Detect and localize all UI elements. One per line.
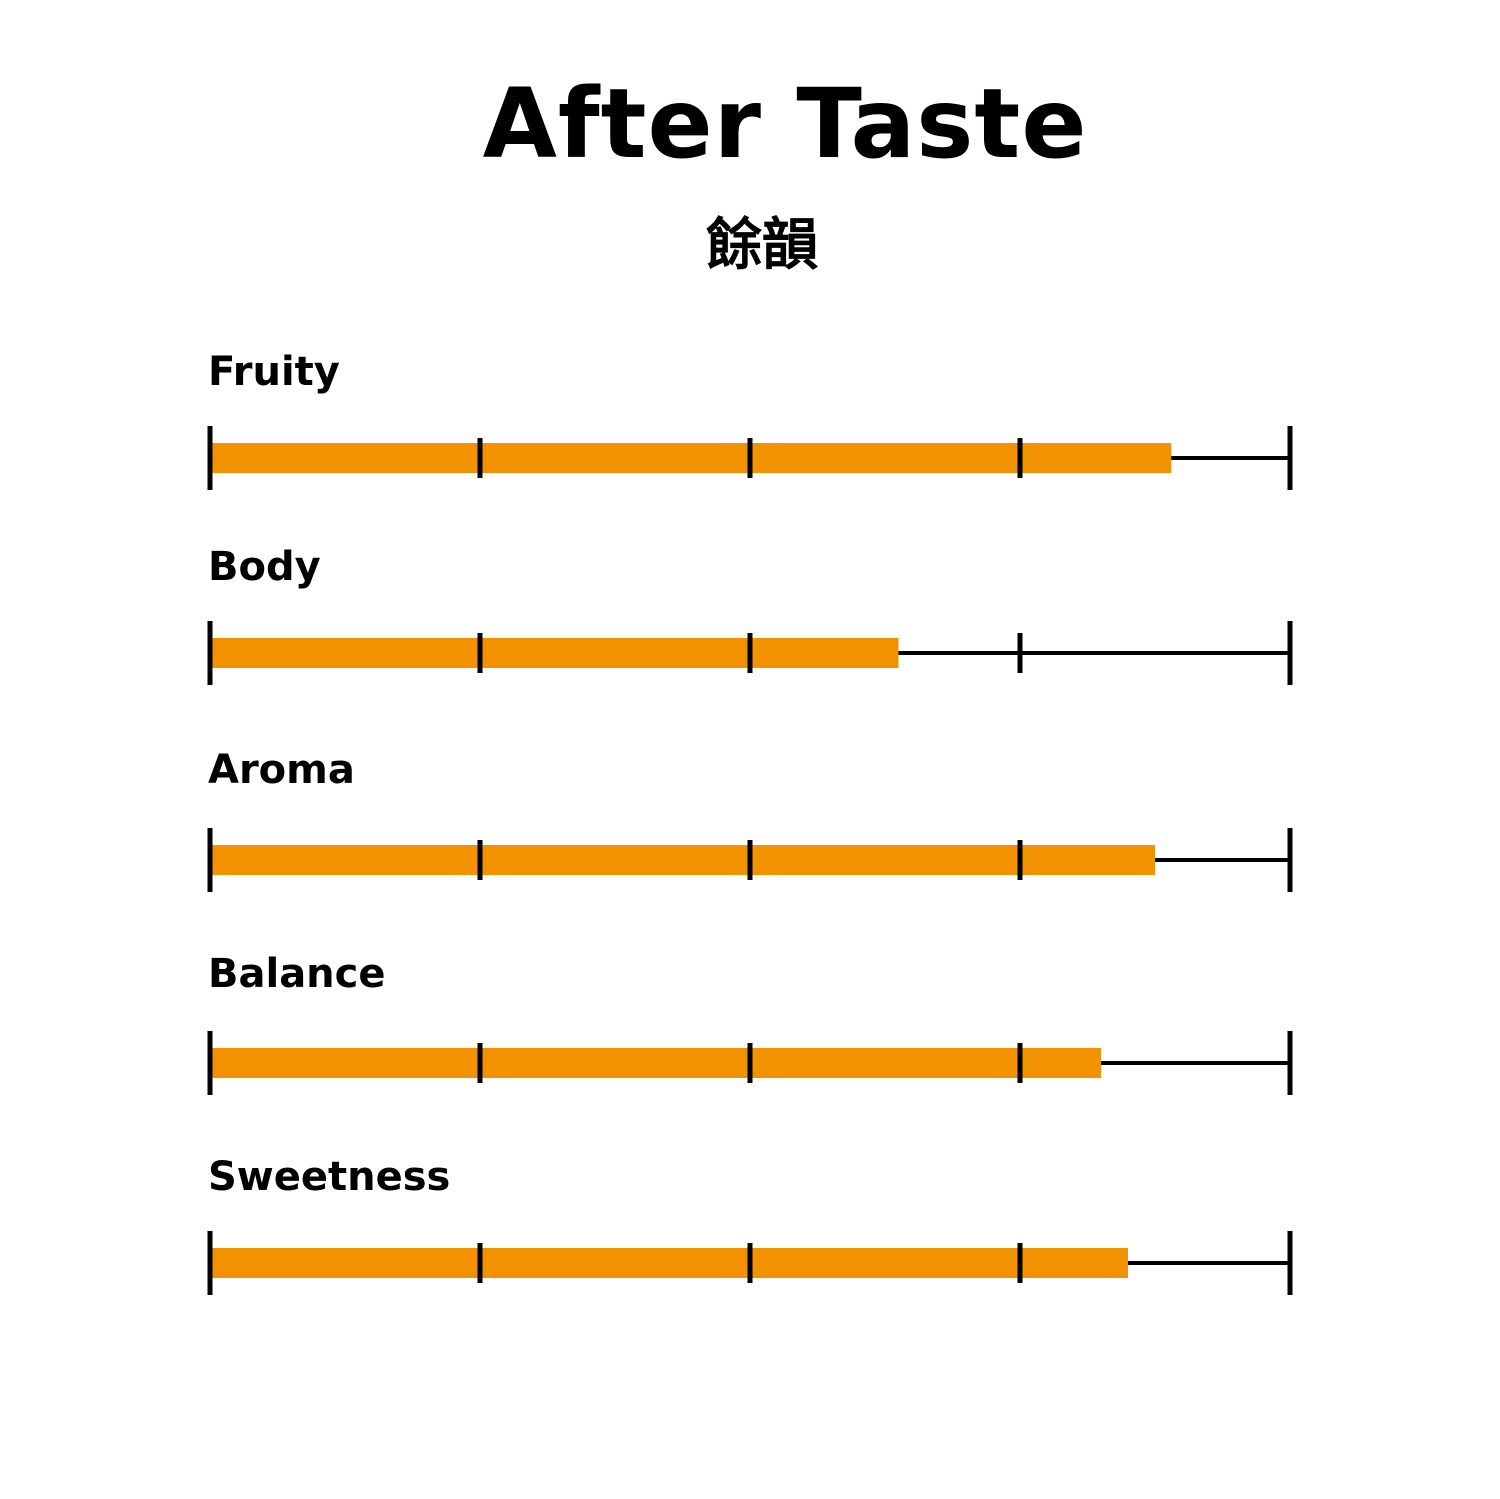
chart-title: After Taste (482, 68, 1088, 180)
category-label: Fruity (208, 349, 340, 395)
category-label: Body (208, 544, 321, 590)
category-label: Sweetness (208, 1154, 450, 1200)
category-label: Balance (208, 951, 386, 997)
chart-subtitle: 餘韻 (706, 213, 818, 278)
value-bar (210, 845, 1155, 875)
category-label: Aroma (208, 747, 355, 793)
value-bar (210, 638, 899, 668)
value-bar (210, 1048, 1101, 1078)
value-bar (210, 1248, 1128, 1278)
value-bar (210, 443, 1172, 473)
